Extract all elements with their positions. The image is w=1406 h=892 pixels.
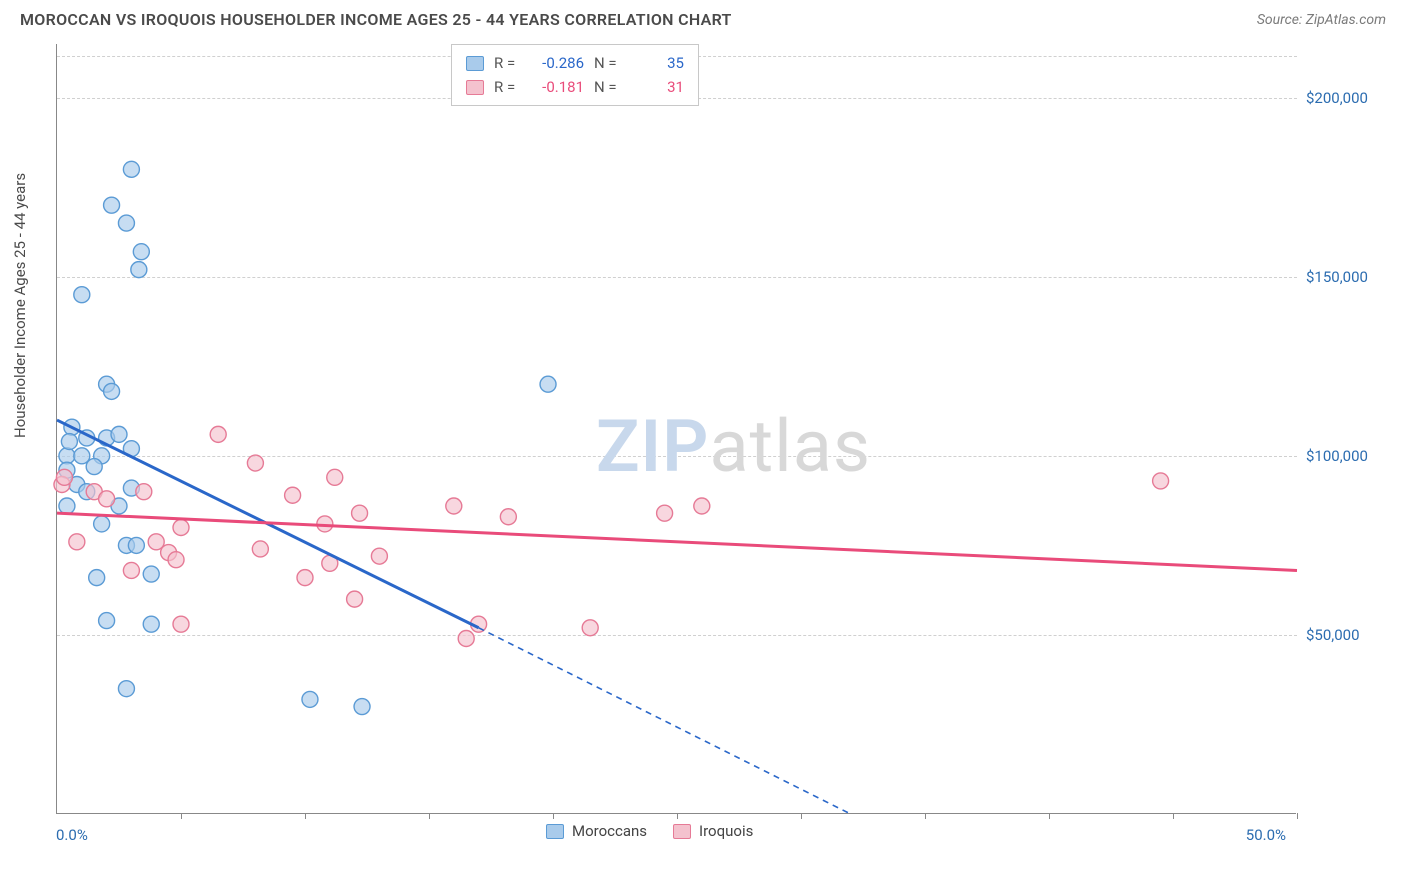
legend-row-moroccans: R = -0.286 N = 35 (466, 51, 684, 75)
data-point (327, 469, 343, 485)
data-point (56, 469, 72, 485)
swatch-iroquois-icon (466, 80, 484, 95)
data-point (1153, 473, 1169, 489)
legend-correlation: R = -0.286 N = 35 R = -0.181 N = 31 (451, 44, 699, 106)
legend-series: Moroccans Iroquois (546, 822, 753, 840)
data-point (694, 498, 710, 514)
n-value-moroccans: 35 (632, 51, 684, 75)
chart-source: Source: ZipAtlas.com (1257, 12, 1386, 28)
n-value-iroquois: 31 (632, 75, 684, 99)
legend-row-iroquois: R = -0.181 N = 31 (466, 75, 684, 99)
data-point (540, 376, 556, 392)
data-point (74, 448, 90, 464)
chart-title: MOROCCAN VS IROQUOIS HOUSEHOLDER INCOME … (20, 10, 732, 29)
data-point (133, 244, 149, 260)
data-point (74, 287, 90, 303)
data-point (148, 534, 164, 550)
data-point (210, 426, 226, 442)
data-point (99, 491, 115, 507)
data-point (123, 161, 139, 177)
n-label: N = (594, 51, 622, 75)
chart-header: MOROCCAN VS IROQUOIS HOUSEHOLDER INCOME … (0, 0, 1406, 35)
data-point (352, 505, 368, 521)
data-point (173, 519, 189, 535)
plot-area (56, 44, 1296, 814)
r-value-moroccans: -0.286 (532, 51, 584, 75)
chart-container: Householder Income Ages 25 - 44 years R … (56, 44, 1386, 844)
data-point (128, 537, 144, 553)
data-point (371, 548, 387, 564)
x-axis-min-label: 0.0% (56, 826, 88, 844)
swatch-moroccans-icon (466, 56, 484, 71)
y-tick-label: $200,000 (1306, 89, 1368, 107)
data-point (131, 262, 147, 278)
data-point (118, 681, 134, 697)
regression-line (57, 513, 1297, 570)
r-value-iroquois: -0.181 (532, 75, 584, 99)
data-point (302, 691, 318, 707)
n-label: N = (594, 75, 622, 99)
y-tick-label: $150,000 (1306, 268, 1368, 286)
legend-item-iroquois: Iroquois (673, 822, 753, 840)
data-point (111, 426, 127, 442)
data-point (173, 616, 189, 632)
data-point (104, 383, 120, 399)
data-point (458, 631, 474, 647)
data-point (285, 487, 301, 503)
r-label: R = (494, 75, 522, 99)
legend-label-moroccans: Moroccans (572, 822, 647, 840)
data-point (247, 455, 263, 471)
data-point (99, 613, 115, 629)
legend-item-moroccans: Moroccans (546, 822, 647, 840)
y-tick-label: $50,000 (1306, 626, 1360, 644)
data-point (94, 516, 110, 532)
data-point (143, 616, 159, 632)
legend-label-iroquois: Iroquois (699, 822, 753, 840)
plot-svg (57, 44, 1297, 814)
data-point (136, 484, 152, 500)
y-axis-label: Householder Income Ages 25 - 44 years (11, 173, 29, 438)
data-point (143, 566, 159, 582)
data-point (252, 541, 268, 557)
swatch-moroccans-icon (546, 824, 564, 839)
data-point (582, 620, 598, 636)
data-point (168, 552, 184, 568)
data-point (297, 570, 313, 586)
data-point (446, 498, 462, 514)
data-point (123, 562, 139, 578)
swatch-iroquois-icon (673, 824, 691, 839)
data-point (89, 570, 105, 586)
data-point (69, 534, 85, 550)
data-point (104, 197, 120, 213)
y-tick-label: $100,000 (1306, 447, 1368, 465)
x-axis-max-label: 50.0% (1246, 826, 1286, 844)
data-point (657, 505, 673, 521)
data-point (347, 591, 363, 607)
data-point (500, 509, 516, 525)
x-tick (1297, 813, 1298, 819)
data-point (59, 498, 75, 514)
data-point (61, 434, 77, 450)
data-point (59, 448, 75, 464)
regression-line-extrapolated (479, 628, 851, 814)
data-point (354, 699, 370, 715)
data-point (118, 215, 134, 231)
r-label: R = (494, 51, 522, 75)
